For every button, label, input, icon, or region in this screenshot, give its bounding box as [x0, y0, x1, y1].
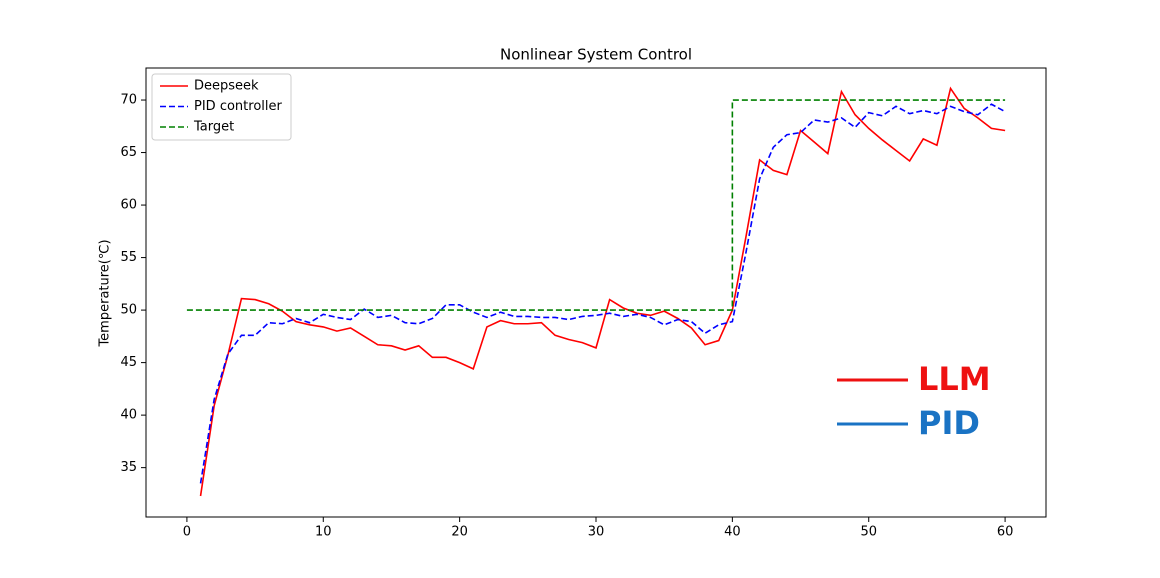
series-line	[199, 86, 1006, 497]
x-tick-label: 10	[315, 525, 332, 540]
x-tick-label: 20	[451, 525, 468, 540]
annotation-label: LLM	[918, 360, 991, 398]
legend-box	[151, 73, 292, 141]
y-tick-label: 35	[120, 460, 137, 475]
series-line	[186, 99, 1006, 311]
y-axis-label: Temperature(℃)	[98, 239, 113, 347]
y-tick-label: 40	[120, 408, 137, 423]
y-tick-label: 60	[120, 198, 137, 213]
y-tick-label: 55	[120, 250, 137, 265]
legend-label: Target	[193, 120, 234, 135]
x-tick-label: 0	[183, 525, 191, 540]
y-tick-label: 70	[120, 93, 137, 108]
x-tick-label: 30	[588, 525, 605, 540]
y-tick-label: 45	[120, 355, 137, 370]
series-line	[199, 103, 1006, 484]
chart-title: Nonlinear System Control	[500, 46, 692, 64]
y-tick-label: 65	[120, 145, 137, 160]
plot-frame	[145, 67, 1047, 518]
x-tick-label: 50	[860, 525, 877, 540]
legend-label: Deepseek	[194, 79, 259, 94]
x-tick-label: 40	[724, 525, 741, 540]
legend-label: PID controller	[194, 99, 282, 114]
x-tick-label: 60	[997, 525, 1014, 540]
annotation-label: PID	[918, 404, 980, 442]
y-tick-label: 50	[120, 303, 137, 318]
